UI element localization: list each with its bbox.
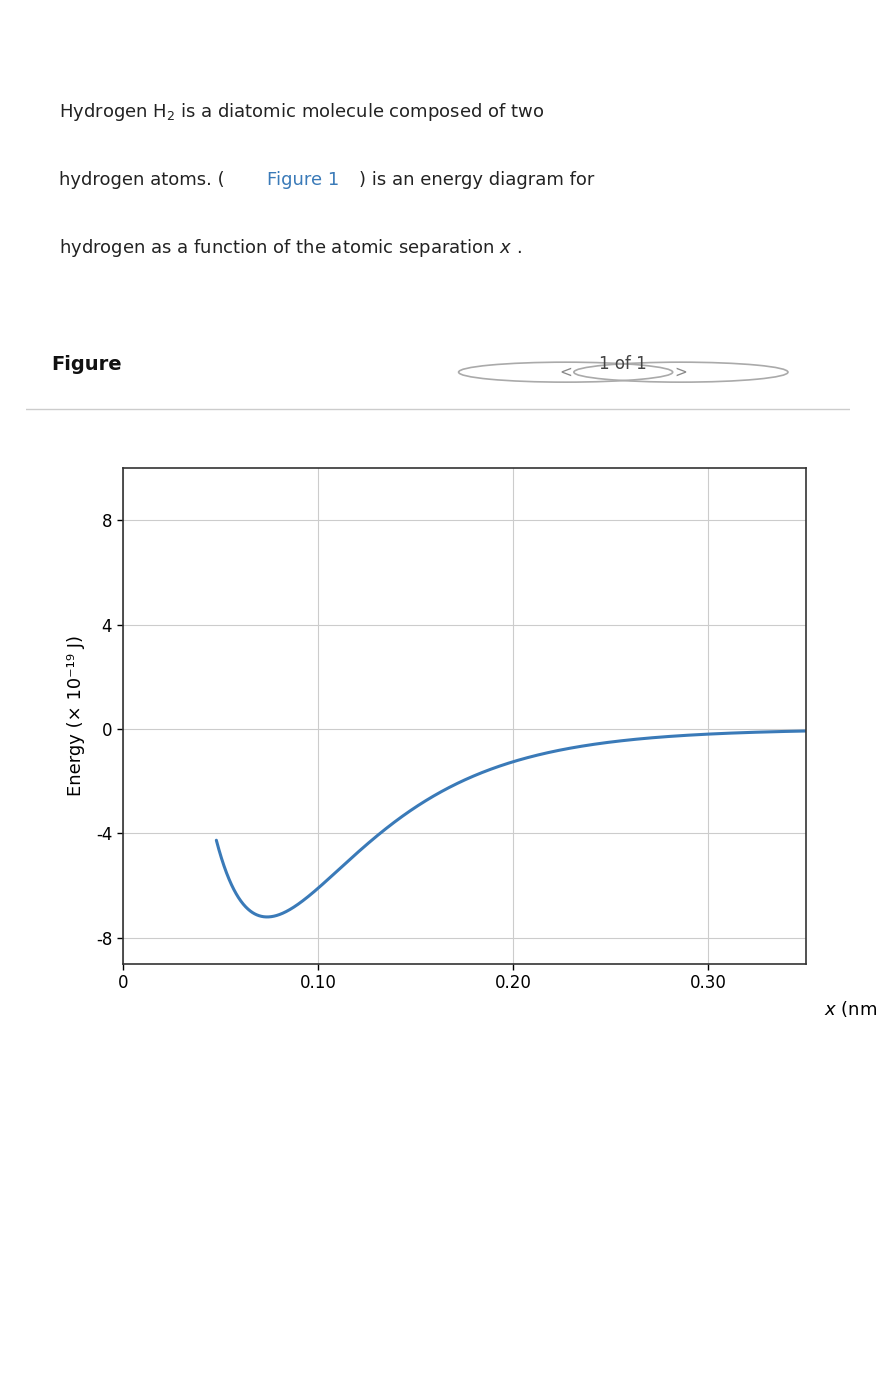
- Text: hydrogen atoms. (: hydrogen atoms. (: [60, 172, 225, 189]
- Text: 1 of 1: 1 of 1: [599, 355, 647, 373]
- Text: >: >: [675, 365, 688, 380]
- Text: Hydrogen $\mathdefault{H_2}$ is a diatomic molecule composed of two: Hydrogen $\mathdefault{H_2}$ is a diatom…: [60, 102, 544, 123]
- Text: Figure: Figure: [51, 355, 122, 374]
- Text: Figure 1: Figure 1: [266, 172, 339, 189]
- X-axis label: $x$ (nm): $x$ (nm): [823, 999, 876, 1018]
- Text: ) is an energy diagram for: ) is an energy diagram for: [359, 172, 594, 189]
- Text: hydrogen as a function of the atomic separation $x$ .: hydrogen as a function of the atomic sep…: [60, 237, 522, 258]
- Y-axis label: Energy (× 10⁻¹⁹ J): Energy (× 10⁻¹⁹ J): [67, 636, 85, 796]
- Text: <: <: [559, 365, 572, 380]
